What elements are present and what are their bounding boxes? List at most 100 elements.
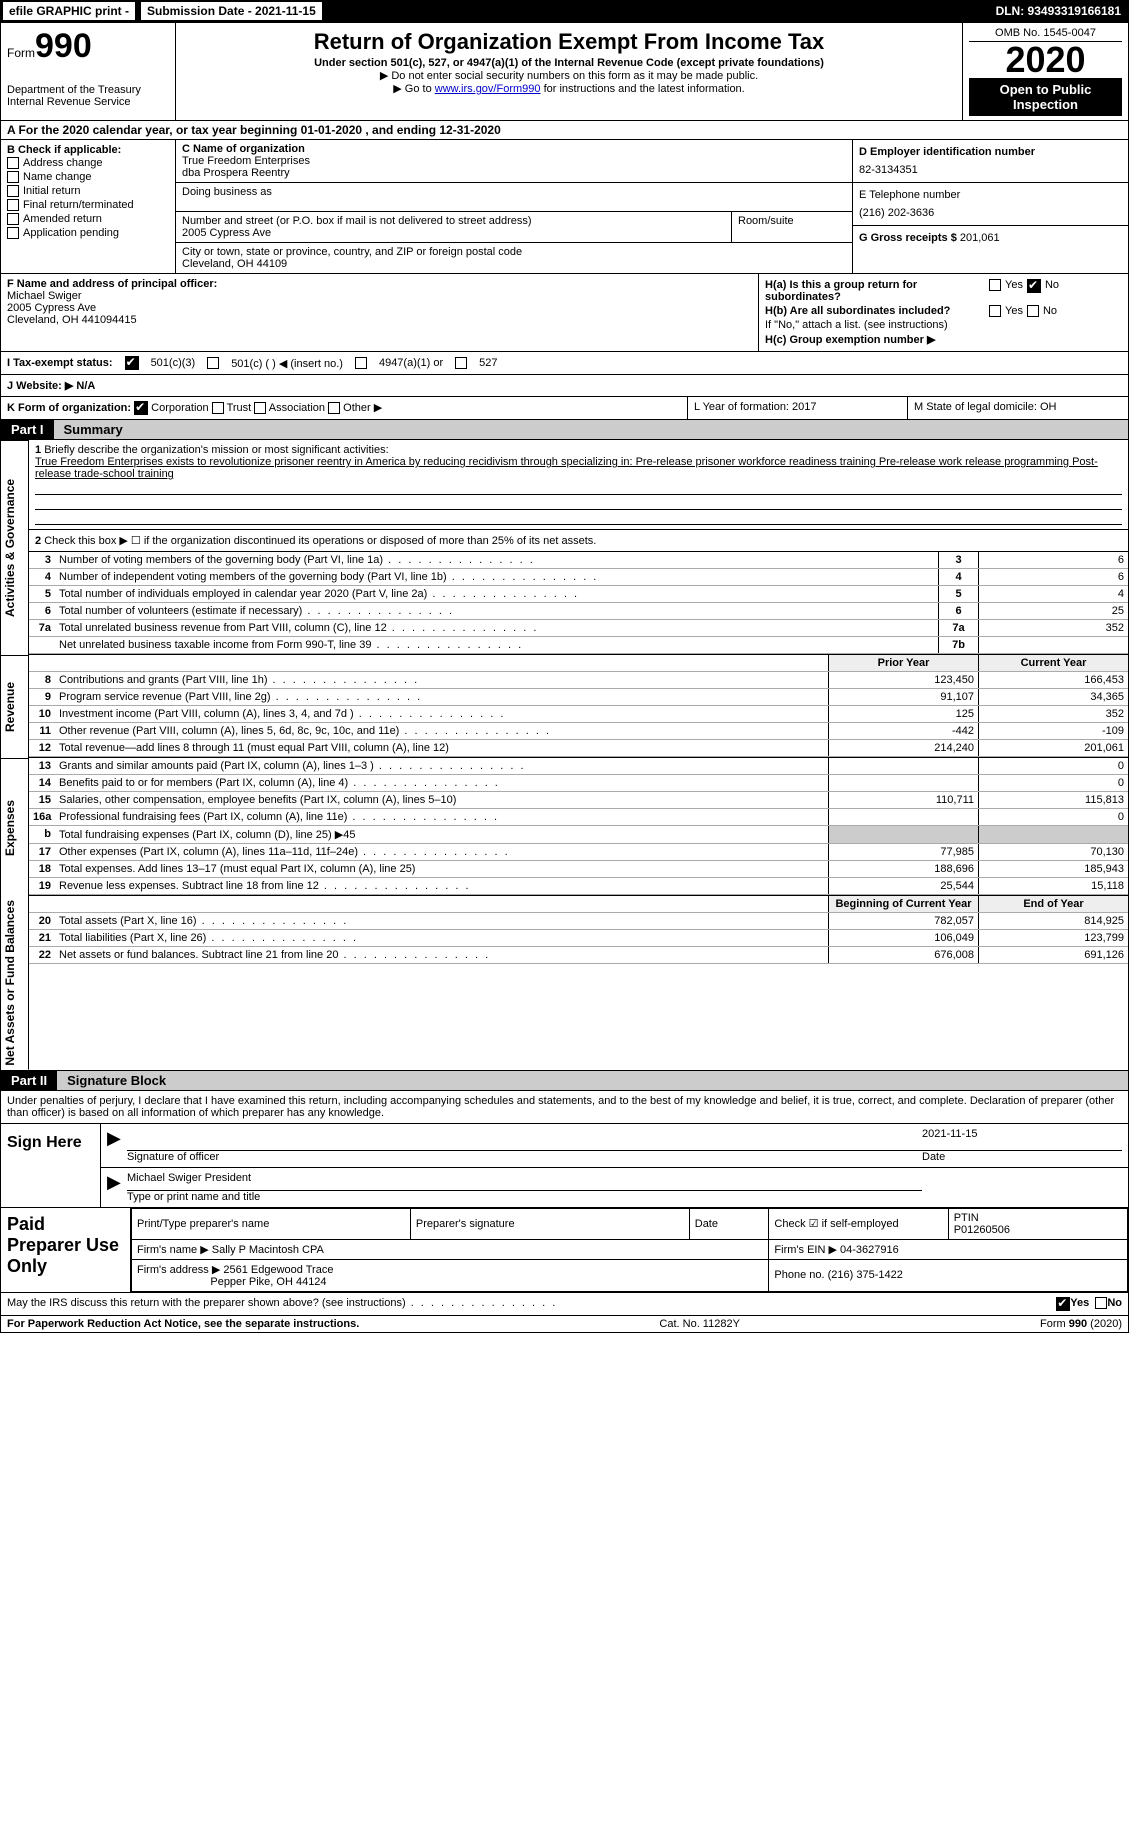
prep-name-hdr: Print/Type preparer's name <box>132 1208 411 1239</box>
dept-irs: Internal Revenue Service <box>7 96 169 108</box>
h-b-yes[interactable] <box>989 305 1001 317</box>
chk-trust[interactable] <box>212 402 224 414</box>
h-a-yes[interactable] <box>989 279 1001 291</box>
form-number: 990 <box>35 27 92 65</box>
line-16b: bTotal fundraising expenses (Part IX, co… <box>29 826 1128 844</box>
side-expenses: Expenses <box>1 758 29 896</box>
sign-here-block: Sign Here ▶ Signature of officer 2021-11… <box>0 1124 1129 1208</box>
date-label: Date <box>922 1151 945 1163</box>
row-k-form-org: K Form of organization: Corporation Trus… <box>1 397 688 419</box>
open-inspection: Open to Public Inspection <box>969 78 1122 116</box>
may-yes[interactable] <box>1056 1297 1070 1311</box>
h-b-no[interactable] <box>1027 305 1039 317</box>
dba-label: Doing business as <box>182 186 846 198</box>
ptin-value: P01260506 <box>954 1224 1010 1236</box>
line-17: 17Other expenses (Part IX, column (A), l… <box>29 844 1128 861</box>
firm-addr-label: Firm's address ▶ <box>137 1264 220 1276</box>
line-12: 12Total revenue—add lines 8 through 11 (… <box>29 740 1128 757</box>
ein-label: D Employer identification number <box>859 146 1122 158</box>
line-15: 15Salaries, other compensation, employee… <box>29 792 1128 809</box>
part-i-header: Part I Summary <box>0 420 1129 440</box>
dln: DLN: 93493319166181 <box>988 2 1129 20</box>
prior-current-header: Prior YearCurrent Year <box>29 655 1128 672</box>
ptin-label: PTIN <box>954 1212 979 1224</box>
firm-phone: (216) 375-1422 <box>828 1269 903 1281</box>
paid-preparer-label: Paid Preparer Use Only <box>1 1208 131 1292</box>
chk-name-change[interactable]: Name change <box>7 170 169 184</box>
dept-treasury: Department of the Treasury <box>7 84 169 96</box>
perjury-statement: Under penalties of perjury, I declare th… <box>0 1091 1129 1124</box>
firm-addr-2: Pepper Pike, OH 44124 <box>210 1276 326 1288</box>
cat-no: Cat. No. 11282Y <box>659 1318 740 1330</box>
form-subtitle: Under section 501(c), 527, or 4947(a)(1)… <box>182 57 956 69</box>
line-13: 13Grants and similar amounts paid (Part … <box>29 758 1128 775</box>
line-18: 18Total expenses. Add lines 13–17 (must … <box>29 861 1128 878</box>
gross-label: G Gross receipts $ <box>859 232 957 244</box>
row-a-tax-year: A For the 2020 calendar year, or tax yea… <box>0 121 1129 140</box>
chk-other[interactable] <box>328 402 340 414</box>
firm-addr-1: 2561 Edgewood Trace <box>223 1264 333 1276</box>
col-c-org-info: C Name of organization True Freedom Ente… <box>176 140 853 273</box>
form-id-box: Form990 Department of the Treasury Inter… <box>1 23 176 120</box>
side-netassets: Net Assets or Fund Balances <box>1 896 29 1070</box>
side-revenue: Revenue <box>1 655 29 758</box>
firm-ein-label: Firm's EIN ▶ <box>774 1244 837 1256</box>
form-footer: Form 990 (2020) <box>1040 1318 1122 1330</box>
line-4: 4Number of independent voting members of… <box>29 569 1128 586</box>
firm-name-label: Firm's name ▶ <box>137 1244 209 1256</box>
sign-here-label: Sign Here <box>1 1124 101 1207</box>
gross-value: 201,061 <box>960 232 1000 244</box>
officer-label: F Name and address of principal officer: <box>7 278 752 290</box>
tax-status-label: I Tax-exempt status: <box>7 357 113 369</box>
line-7b: Net unrelated business taxable income fr… <box>29 637 1128 654</box>
chk-application-pending[interactable]: Application pending <box>7 226 169 240</box>
may-no[interactable] <box>1095 1297 1107 1309</box>
form-note-1: ▶ Do not enter social security numbers o… <box>182 69 956 82</box>
na-header: Beginning of Current YearEnd of Year <box>29 896 1128 913</box>
prep-sig-hdr: Preparer's signature <box>410 1208 689 1239</box>
officer-addr: 2005 Cypress Ave <box>7 302 752 314</box>
chk-initial-return[interactable]: Initial return <box>7 184 169 198</box>
chk-527[interactable] <box>455 357 467 369</box>
line-7a: 7aTotal unrelated business revenue from … <box>29 620 1128 637</box>
tax-year: 2020 <box>969 42 1122 78</box>
chk-501c[interactable] <box>207 357 219 369</box>
chk-501c3[interactable] <box>125 356 139 370</box>
addr-label: Number and street (or P.O. box if mail i… <box>182 215 725 227</box>
page-footer: For Paperwork Reduction Act Notice, see … <box>0 1316 1129 1333</box>
sig-label: Signature of officer <box>127 1151 219 1163</box>
room-label: Room/suite <box>732 212 852 242</box>
line-22: 22Net assets or fund balances. Subtract … <box>29 947 1128 964</box>
officer-print-name: Michael Swiger President <box>127 1172 922 1191</box>
year-box: OMB No. 1545-0047 2020 Open to Public In… <box>963 23 1128 120</box>
line-11: 11Other revenue (Part VIII, column (A), … <box>29 723 1128 740</box>
line-3: 3Number of voting members of the governi… <box>29 552 1128 569</box>
officer-city: Cleveland, OH 441094415 <box>7 314 752 326</box>
chk-corp[interactable] <box>134 401 148 415</box>
sign-arrow-icon: ▶ <box>107 1172 127 1203</box>
chk-assoc[interactable] <box>254 402 266 414</box>
paperwork-notice: For Paperwork Reduction Act Notice, see … <box>7 1318 359 1330</box>
line-10: 10Investment income (Part VIII, column (… <box>29 706 1128 723</box>
row-h-group: H(a) Is this a group return for subordin… <box>758 274 1128 351</box>
part-ii-title: Signature Block <box>57 1071 1128 1090</box>
form-title-box: Return of Organization Exempt From Incom… <box>176 23 963 120</box>
chk-final-return[interactable]: Final return/terminated <box>7 198 169 212</box>
side-governance: Activities & Governance <box>1 440 29 655</box>
h-b-label: H(b) Are all subordinates included? <box>765 305 985 317</box>
line-9: 9Program service revenue (Part VIII, lin… <box>29 689 1128 706</box>
prep-selfemp: Check ☑ if self-employed <box>769 1208 948 1239</box>
topbar: efile GRAPHIC print - Submission Date - … <box>0 0 1129 22</box>
col-b-checkboxes: B Check if applicable: Address change Na… <box>1 140 176 273</box>
col-d-ein: D Employer identification number 82-3134… <box>853 140 1128 273</box>
irs-link[interactable]: www.irs.gov/Form990 <box>435 83 541 95</box>
chk-4947[interactable] <box>355 357 367 369</box>
officer-name: Michael Swiger <box>7 290 752 302</box>
chk-address-change[interactable]: Address change <box>7 156 169 170</box>
h-a-no[interactable] <box>1027 279 1041 293</box>
submission-date: Submission Date - 2021-11-15 <box>140 1 323 21</box>
name-label: Type or print name and title <box>127 1191 260 1203</box>
line-20: 20Total assets (Part X, line 16)782,0578… <box>29 913 1128 930</box>
line-16a: 16aProfessional fundraising fees (Part I… <box>29 809 1128 826</box>
chk-amended-return[interactable]: Amended return <box>7 212 169 226</box>
